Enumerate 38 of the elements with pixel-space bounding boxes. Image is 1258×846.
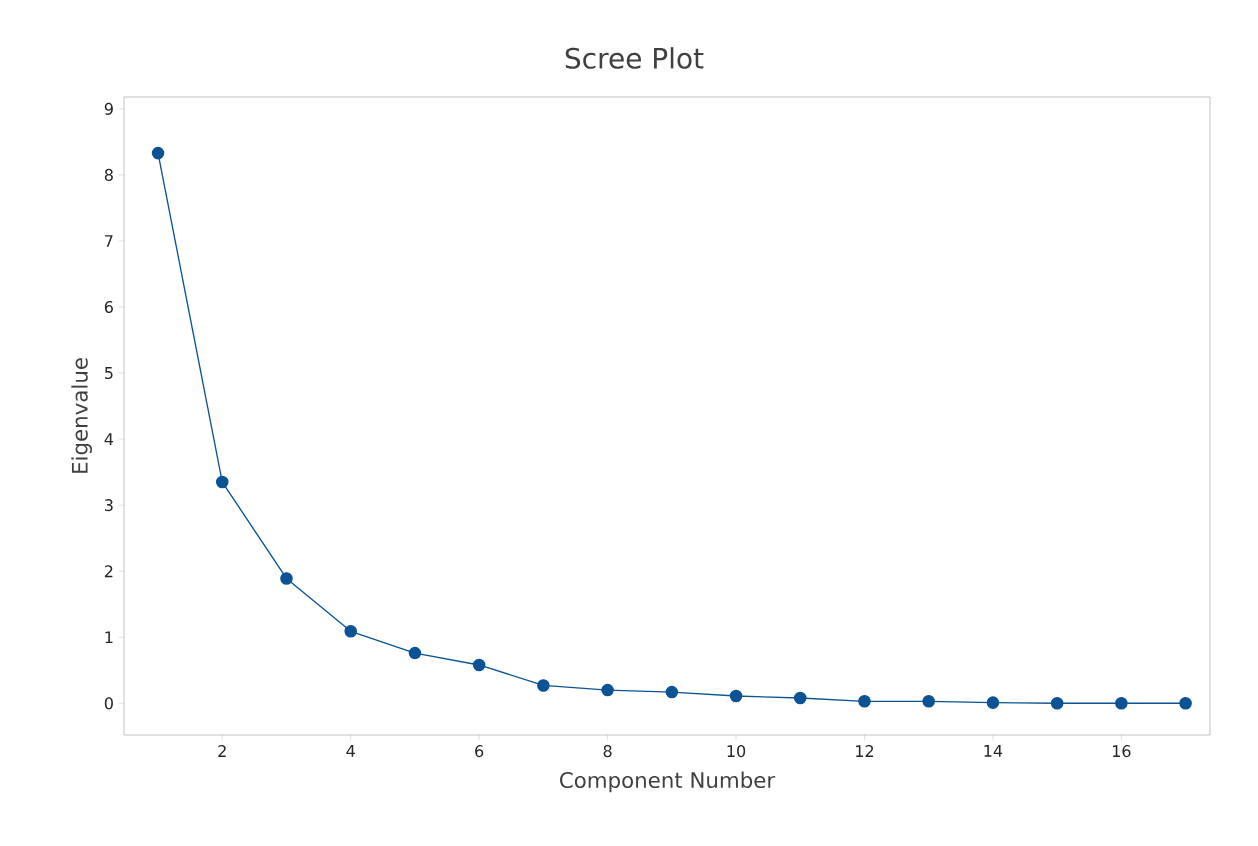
point <box>151 146 165 160</box>
point <box>922 695 935 708</box>
y-tick-label: 6 <box>104 300 113 314</box>
x-tick-label: 14 <box>984 745 1003 757</box>
y-tick-label: 4 <box>104 433 114 445</box>
y-axis-title: Eigenvalue <box>71 358 92 473</box>
y-tick-label: 0 <box>104 697 113 710</box>
x-axis-title: Component Number <box>560 771 776 793</box>
point <box>408 646 422 660</box>
x-tick-label: 12 <box>856 745 874 757</box>
point <box>729 689 743 703</box>
x-tick-label: 2 <box>218 745 226 757</box>
point <box>1115 697 1128 710</box>
point <box>344 625 357 638</box>
point <box>537 679 550 692</box>
y-tick-label: 2 <box>104 565 113 578</box>
x-tick-label: 6 <box>475 745 484 758</box>
point <box>472 658 486 672</box>
y-tick-label: 5 <box>105 367 113 379</box>
point <box>665 685 679 699</box>
point <box>793 691 807 705</box>
y-tick-label: 7 <box>105 235 113 247</box>
point <box>216 475 229 489</box>
y-tick-label: 1 <box>105 631 113 644</box>
point <box>601 683 614 697</box>
point <box>1050 697 1064 710</box>
x-tick-label: 4 <box>346 745 355 757</box>
point <box>986 696 1000 709</box>
point <box>858 695 871 708</box>
y-tick-label: 9 <box>104 102 113 115</box>
y-tick-label: 8 <box>104 168 113 181</box>
y-tick-label: 3 <box>105 499 113 512</box>
x-tick-label: 16 <box>1112 745 1131 758</box>
point <box>280 572 293 585</box>
x-tick-label: 10 <box>727 745 746 758</box>
chart-title: Scree Plot <box>565 47 704 69</box>
x-tick-label: 8 <box>603 745 612 758</box>
point <box>1179 697 1192 710</box>
